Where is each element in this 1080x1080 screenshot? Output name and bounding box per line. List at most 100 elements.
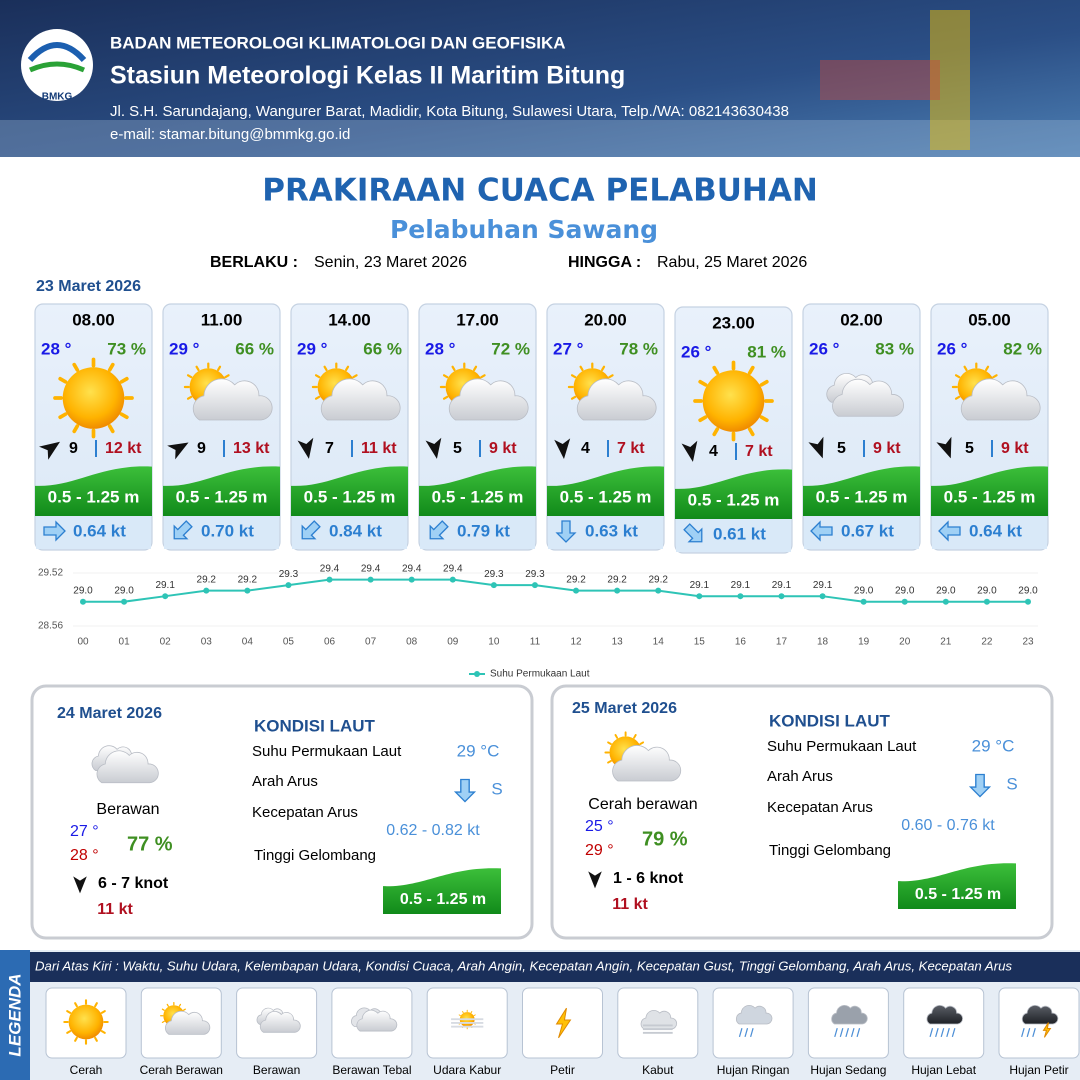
humidity: 73 % (107, 339, 146, 358)
sst: 29 °C (972, 736, 1015, 755)
time: 02.00 (840, 310, 883, 329)
valid-to: Rabu, 25 Maret 2026 (657, 254, 807, 271)
sun (68, 1004, 104, 1040)
wind-range: 6 - 7 knot (98, 875, 169, 892)
separator (991, 440, 993, 457)
cloud (448, 378, 529, 421)
x-tick-label: 11 (530, 637, 541, 648)
wave-shape (291, 466, 408, 516)
sun-ray (72, 424, 80, 434)
current-speed-label: Kecepatan Arus (767, 799, 873, 816)
wind-range: 1 - 6 knot (613, 870, 684, 887)
x-tick-label: 02 (160, 637, 172, 648)
gust-speed: 9 kt (873, 440, 901, 457)
rain-drop (856, 1028, 861, 1038)
wind-arrow (297, 437, 314, 459)
sun-ray (462, 1011, 464, 1014)
sun-ray (470, 1011, 473, 1014)
current-speed: 0.60 - 0.76 kt (901, 817, 995, 834)
weather-icon (826, 372, 904, 417)
sun-ray (323, 365, 328, 372)
sun-ray (344, 365, 350, 372)
point (778, 593, 785, 600)
sun-ray (216, 365, 222, 372)
wind-speed: 4 (581, 440, 590, 457)
wind-arrow (73, 876, 87, 894)
wind-speed: 5 (965, 440, 974, 457)
sun (62, 367, 125, 429)
sun-ray (442, 374, 449, 379)
wave-shape (419, 466, 536, 516)
weather-icon (831, 1005, 868, 1038)
weather-icon (951, 362, 1041, 421)
x-tick-label: 23 (1022, 637, 1034, 648)
sun-ray (614, 734, 619, 739)
x-tick-label: 19 (858, 637, 870, 648)
wind-arrow (39, 441, 61, 460)
time: 08.00 (72, 310, 115, 329)
wave-height: 0.5 - 1.25 m (400, 891, 486, 908)
sun-ray (442, 395, 449, 400)
weather-icon (439, 362, 529, 421)
current-speed: 0.79 kt (457, 521, 510, 540)
sun-ray (66, 1010, 72, 1014)
current-speed: 0.67 kt (841, 521, 894, 540)
rain-drop (845, 1028, 849, 1038)
sun-ray (954, 395, 961, 400)
wave-label: Tinggi Gelombang (769, 842, 891, 859)
point (573, 587, 580, 594)
cloud (96, 750, 159, 784)
point (285, 582, 292, 589)
x-tick-label: 06 (324, 637, 336, 648)
sun (702, 370, 765, 432)
point (244, 587, 251, 594)
rain-drop (1026, 1028, 1031, 1038)
page-subtitle: Pelabuhan Sawang (390, 215, 658, 244)
point (901, 598, 908, 605)
rain-drop (839, 1028, 844, 1038)
legend-item: Cerah Berawan (140, 1063, 223, 1077)
gust-speed: 9 kt (1001, 440, 1029, 457)
wave-shape (383, 868, 501, 914)
point (408, 576, 415, 583)
sun-ray (58, 412, 68, 420)
current-arrow (810, 520, 833, 542)
data-label: 29.3 (279, 569, 299, 580)
cloud (832, 378, 904, 417)
wave-shape (547, 466, 664, 516)
current-speed: 0.64 kt (73, 521, 126, 540)
sun-ray (74, 1036, 78, 1042)
weather-icon (63, 999, 109, 1045)
cloud (926, 1005, 963, 1025)
sun-ray (182, 1008, 186, 1011)
cloud (612, 745, 682, 782)
current-arrow (938, 520, 961, 542)
fog-band (642, 1028, 673, 1031)
x-tick-label: 20 (899, 637, 911, 648)
day-panel (30, 684, 534, 940)
current-arrow (429, 520, 449, 540)
header-floor (0, 120, 1080, 157)
rain-drop (750, 1028, 754, 1038)
condition: Berawan (96, 801, 159, 818)
wind-speed: 5 (453, 440, 462, 457)
point (162, 593, 169, 600)
sun-ray (161, 1020, 165, 1024)
point (490, 582, 497, 589)
current-speed: 0.70 kt (201, 521, 254, 540)
wind-speed: 4 (709, 443, 718, 460)
data-label: 29.0 (73, 585, 93, 596)
weather-icon (451, 1009, 484, 1030)
current-dir-label: Arah Arus (252, 773, 318, 790)
wave-height: 0.5 - 1.25 m (944, 487, 1036, 506)
point (860, 598, 867, 605)
x-tick-label: 04 (242, 637, 254, 648)
point (942, 598, 949, 605)
wind-arrow (681, 440, 698, 462)
legend-item: Berawan (253, 1063, 300, 1077)
day-date: 24 Maret 2026 (57, 705, 162, 722)
sea-title: KONDISI LAUT (254, 716, 376, 735)
valid-to-label: HINGGA : (568, 254, 641, 271)
cloud (831, 1005, 868, 1025)
